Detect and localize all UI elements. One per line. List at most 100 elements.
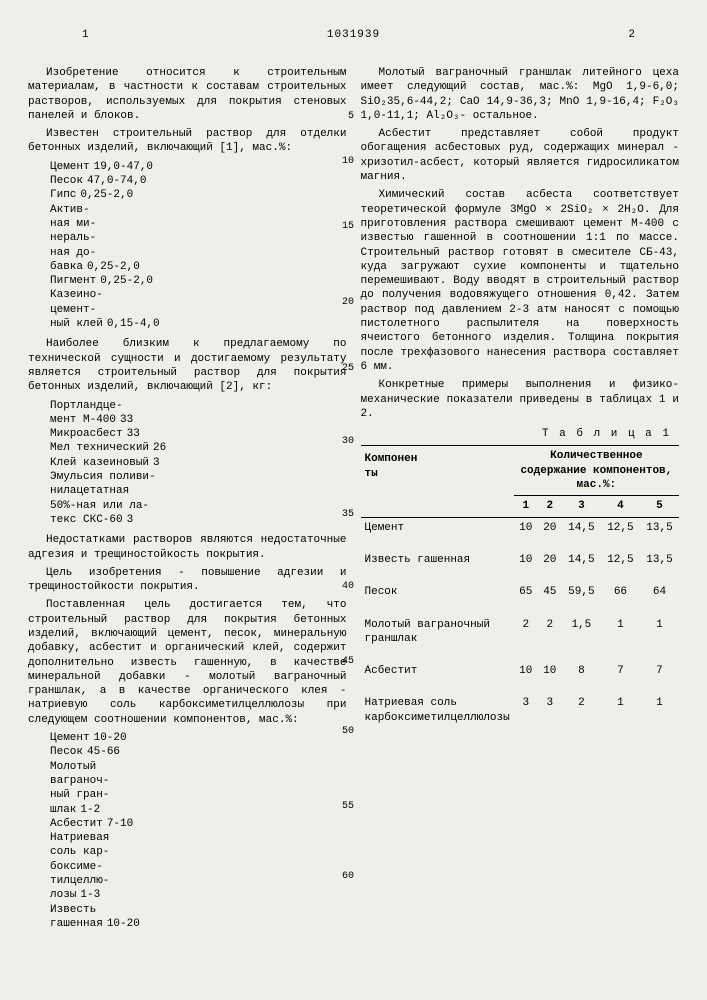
table-cell: 1,5 bbox=[562, 615, 601, 650]
component-value bbox=[96, 231, 346, 245]
component-row: шлак1-2 bbox=[28, 803, 347, 817]
component-label: боксиме- bbox=[28, 860, 103, 874]
table-cell: 8 bbox=[562, 661, 601, 681]
component-row: Песок47,0-74,0 bbox=[28, 174, 347, 188]
table-row: Песок654559,56664 bbox=[361, 582, 680, 602]
component-value: 10-20 bbox=[90, 731, 347, 745]
table-cell: 10 bbox=[514, 517, 538, 538]
component-value: 33 bbox=[123, 427, 347, 441]
component-row: Портландце- bbox=[28, 399, 347, 413]
component-row: Асбестит7-10 bbox=[28, 817, 347, 831]
component-label: Казеино- bbox=[28, 288, 103, 302]
component-row: ный гран- bbox=[28, 788, 347, 802]
table-cell: 12,5 bbox=[601, 517, 640, 538]
component-row: ваграноч- bbox=[28, 774, 347, 788]
table-row: Асбестит1010877 bbox=[361, 661, 680, 681]
component-label: ная до- bbox=[28, 246, 96, 260]
component-row: Эмульсия поливи- bbox=[28, 470, 347, 484]
table-col-header: 1 bbox=[514, 496, 538, 517]
line-number: 15 bbox=[336, 220, 354, 233]
table-cell: 20 bbox=[538, 550, 562, 570]
component-row: Клей казеиновый3 bbox=[28, 456, 347, 470]
component-row: соль кар- bbox=[28, 845, 347, 859]
component-value bbox=[96, 903, 346, 917]
component-row: Пигмент0,25-2,0 bbox=[28, 274, 347, 288]
table-row-label: Молотый ваграночный граншлак bbox=[361, 615, 514, 650]
page-num-left: 1 bbox=[82, 28, 89, 42]
table-cell: 64 bbox=[640, 582, 679, 602]
component-value bbox=[109, 874, 346, 888]
component-label: нераль- bbox=[28, 231, 96, 245]
table-cell: 2 bbox=[562, 693, 601, 728]
component-label: Молотый bbox=[28, 760, 96, 774]
component-label: тилцеллю- bbox=[28, 874, 109, 888]
component-row: ный клей0,15-4,0 bbox=[28, 317, 347, 331]
table-cell: 13,5 bbox=[640, 550, 679, 570]
component-row: цемент- bbox=[28, 303, 347, 317]
line-number: 30 bbox=[336, 435, 354, 448]
table-col-header: 5 bbox=[640, 496, 679, 517]
component-value bbox=[96, 217, 346, 231]
component-label: нилацетатная bbox=[28, 484, 129, 498]
component-row: Цемент10-20 bbox=[28, 731, 347, 745]
table-cell: 1 bbox=[601, 615, 640, 650]
line-number: 45 bbox=[336, 655, 354, 668]
component-label: Песок bbox=[28, 174, 83, 188]
table-cell: 10 bbox=[514, 661, 538, 681]
component-row: мент М-40033 bbox=[28, 413, 347, 427]
table-cell: 13,5 bbox=[640, 517, 679, 538]
component-label: Натриевая bbox=[28, 831, 109, 845]
component-list-3: Цемент10-20Песок45-66Молотыйваграноч-ный… bbox=[28, 731, 347, 931]
component-row: Молотый bbox=[28, 760, 347, 774]
table-cell: 12,5 bbox=[601, 550, 640, 570]
paragraph: Асбестит представляет собой продукт обог… bbox=[361, 127, 680, 184]
component-row: бавка0,25-2,0 bbox=[28, 260, 347, 274]
component-label: цемент- bbox=[28, 303, 96, 317]
data-table-1: Компонен ты Количественное содержание ко… bbox=[361, 445, 680, 740]
paragraph: Химический состав асбеста соответствует … bbox=[361, 188, 680, 374]
table-cell: 2 bbox=[538, 615, 562, 650]
table-cell: 20 bbox=[538, 517, 562, 538]
component-row: ная ми- bbox=[28, 217, 347, 231]
table-row: Натриевая соль карбоксиметилцеллюлозы332… bbox=[361, 693, 680, 728]
component-label: ваграноч- bbox=[28, 774, 109, 788]
component-value bbox=[109, 831, 346, 845]
component-label: Клей казеиновый bbox=[28, 456, 149, 470]
line-number: 50 bbox=[336, 725, 354, 738]
component-value bbox=[96, 303, 346, 317]
component-value bbox=[103, 860, 347, 874]
component-value bbox=[129, 484, 346, 498]
table-cell: 1 bbox=[601, 693, 640, 728]
table-cell: 3 bbox=[514, 693, 538, 728]
page-num-right: 2 bbox=[628, 28, 635, 42]
table-row-label: Песок bbox=[361, 582, 514, 602]
table-header: Количественное содержание компонентов, м… bbox=[514, 446, 679, 496]
table-col-header: 4 bbox=[601, 496, 640, 517]
component-value bbox=[109, 788, 346, 802]
component-list-1: Цемент19,0-47,0Песок47,0-74,0Гипс0,25-2,… bbox=[28, 160, 347, 332]
component-value bbox=[103, 288, 347, 302]
component-value: 3 bbox=[123, 513, 347, 527]
table-cell: 2 bbox=[514, 615, 538, 650]
paragraph: Цель изобретения - повышение адгезии и т… bbox=[28, 566, 347, 595]
component-label: Известь bbox=[28, 903, 96, 917]
component-value: 47,0-74,0 bbox=[83, 174, 346, 188]
component-value bbox=[156, 470, 347, 484]
paragraph: Наиболее близким к предлагаемому по техн… bbox=[28, 337, 347, 394]
line-number: 60 bbox=[336, 870, 354, 883]
table-cell: 59,5 bbox=[562, 582, 601, 602]
component-row: Актив- bbox=[28, 203, 347, 217]
component-value: 0,25-2,0 bbox=[96, 274, 346, 288]
component-row: лозы1-3 bbox=[28, 888, 347, 902]
table-cell: 65 bbox=[514, 582, 538, 602]
table-cell: 14,5 bbox=[562, 550, 601, 570]
component-row: боксиме- bbox=[28, 860, 347, 874]
component-label: 50%-ная или ла- bbox=[28, 499, 149, 513]
component-value: 0,25-2,0 bbox=[76, 188, 346, 202]
component-label: бавка bbox=[28, 260, 83, 274]
component-value bbox=[109, 845, 346, 859]
doc-number: 1031939 bbox=[327, 28, 380, 42]
component-row: ная до- bbox=[28, 246, 347, 260]
component-label: мент М-400 bbox=[28, 413, 116, 427]
component-label: шлак bbox=[28, 803, 76, 817]
